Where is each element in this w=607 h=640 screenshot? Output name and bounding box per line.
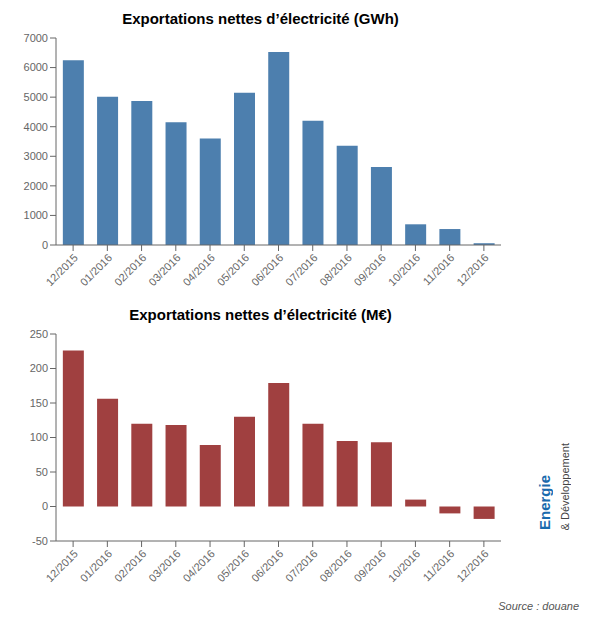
svg-text:100: 100	[30, 431, 48, 443]
svg-text:11/2016: 11/2016	[421, 251, 457, 287]
svg-text:09/2016: 09/2016	[352, 547, 389, 584]
svg-text:11/2016: 11/2016	[421, 547, 457, 583]
svg-text:0: 0	[42, 239, 48, 251]
html-text:Energie: Energie	[535, 475, 553, 530]
svg-text:200: 200	[30, 362, 48, 374]
svg-text:50: 50	[36, 466, 48, 478]
svg-text:6000: 6000	[24, 61, 48, 73]
svg-text:7000: 7000	[24, 32, 48, 44]
svg-text:03/2016: 03/2016	[146, 547, 183, 584]
svg-text:07/2016: 07/2016	[283, 547, 320, 584]
svg-text:-50: -50	[32, 535, 48, 547]
svg-text:02/2016: 02/2016	[112, 547, 149, 584]
html-text:Source : douane: Source : douane	[498, 600, 579, 612]
svg-text:12/2016: 12/2016	[454, 251, 491, 288]
html-text:Exportations nettes d’électric: Exportations nettes d’électricité (M€)	[129, 306, 392, 323]
svg-text:06/2016: 06/2016	[249, 251, 286, 288]
html-text:Exportations nettes d’électric: Exportations nettes d’électricité (GWh)	[122, 10, 399, 27]
svg-text:5000: 5000	[24, 91, 48, 103]
svg-text:02/2016: 02/2016	[112, 251, 149, 288]
svg-text:4000: 4000	[24, 121, 48, 133]
svg-text:10/2016: 10/2016	[386, 251, 423, 288]
svg-text:2000: 2000	[24, 180, 48, 192]
svg-text:07/2016: 07/2016	[283, 251, 320, 288]
svg-text:01/2016: 01/2016	[78, 547, 115, 584]
html-text:& Développement: & Développement	[558, 442, 571, 530]
svg-text:150: 150	[30, 397, 48, 409]
svg-text:1000: 1000	[24, 209, 48, 221]
svg-text:10/2016: 10/2016	[386, 547, 423, 584]
svg-text:08/2016: 08/2016	[317, 547, 354, 584]
svg-text:09/2016: 09/2016	[352, 251, 389, 288]
svg-text:0: 0	[42, 500, 48, 512]
svg-text:250: 250	[30, 328, 48, 340]
svg-text:03/2016: 03/2016	[146, 251, 183, 288]
svg-text:3000: 3000	[24, 150, 48, 162]
svg-text:06/2016: 06/2016	[249, 547, 286, 584]
svg-text:12/2015: 12/2015	[43, 547, 80, 584]
svg-text:05/2016: 05/2016	[215, 251, 252, 288]
svg-text:01/2016: 01/2016	[78, 251, 115, 288]
svg-text:04/2016: 04/2016	[180, 251, 217, 288]
svg-text:12/2016: 12/2016	[454, 547, 491, 584]
svg-text:05/2016: 05/2016	[215, 547, 252, 584]
svg-text:08/2016: 08/2016	[317, 251, 354, 288]
svg-text:04/2016: 04/2016	[180, 547, 217, 584]
svg-text:12/2015: 12/2015	[43, 251, 80, 288]
